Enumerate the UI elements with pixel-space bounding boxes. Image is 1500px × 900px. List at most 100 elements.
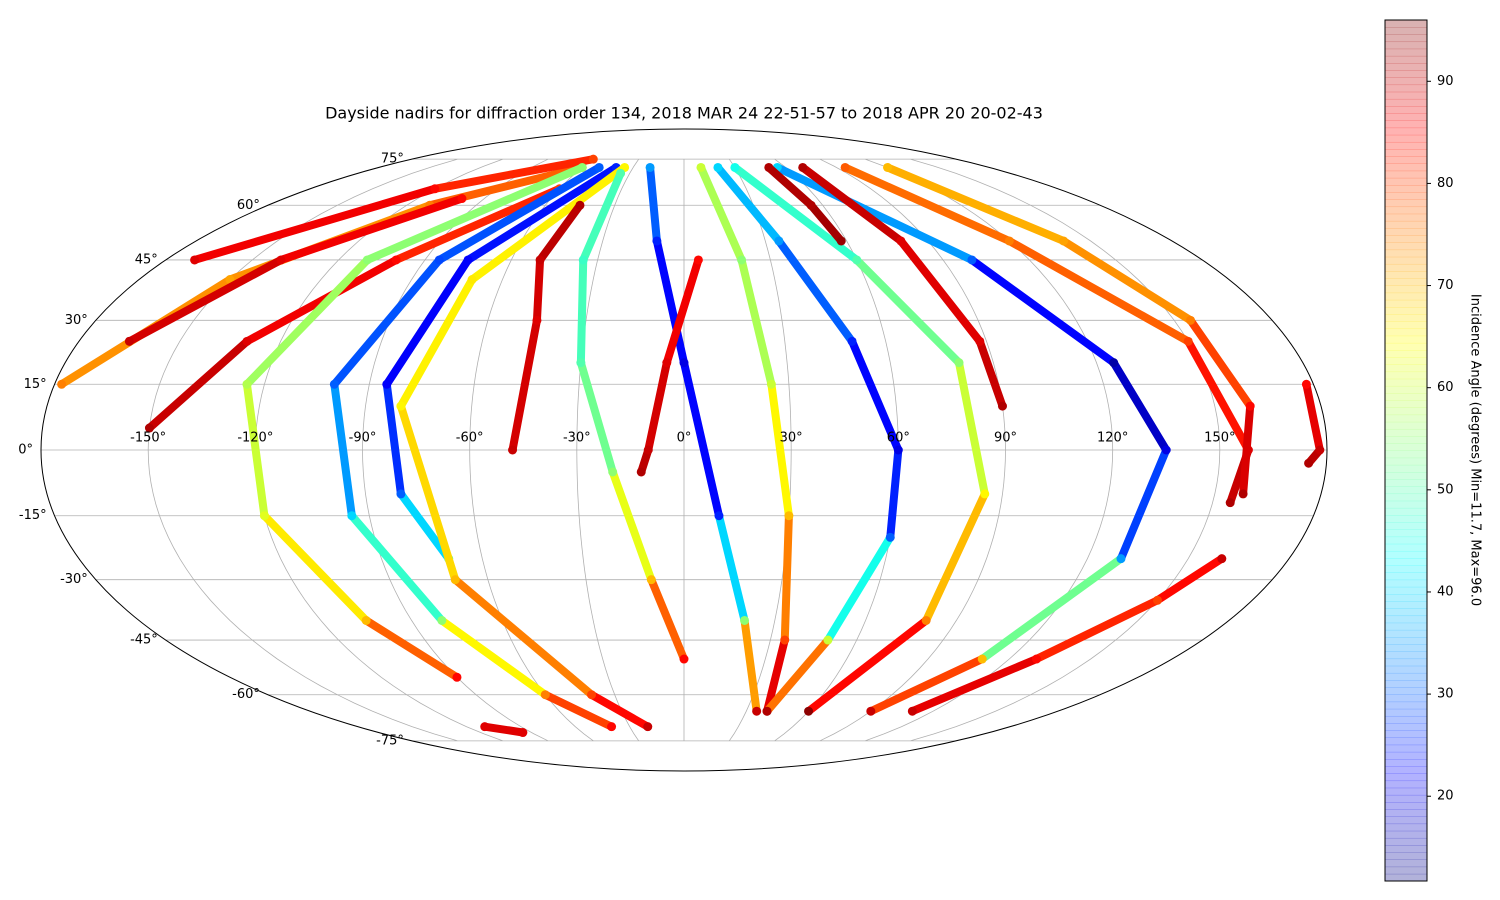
track-point xyxy=(450,575,460,585)
colorbar-swatch xyxy=(1385,780,1427,789)
track-segment xyxy=(714,511,749,625)
track-point xyxy=(823,635,833,645)
colorbar-swatch xyxy=(1385,730,1427,738)
colorbar-swatch xyxy=(1385,687,1427,695)
track-segment xyxy=(967,255,1118,367)
colorbar-tick-label: 50 xyxy=(1437,482,1454,497)
track-segment xyxy=(1186,316,1255,411)
track-segment xyxy=(866,655,987,716)
track-point xyxy=(594,162,604,172)
map-outline xyxy=(40,128,1328,772)
track-segment xyxy=(1153,554,1226,605)
colorbar-swatch xyxy=(1385,127,1427,136)
x-tick-label: 150° xyxy=(1204,431,1235,446)
track-segment xyxy=(362,616,461,682)
x-tick-label: -60° xyxy=(456,431,484,446)
track-point xyxy=(806,200,816,210)
y-tick-label: -75° xyxy=(376,733,404,748)
track-point xyxy=(975,336,985,346)
colorbar-swatch xyxy=(1385,759,1427,767)
track-point xyxy=(124,336,134,346)
colorbar-swatch xyxy=(1385,665,1427,674)
track-point xyxy=(977,654,987,664)
colorbar-swatch xyxy=(1385,873,1427,882)
track-point xyxy=(362,255,372,265)
track-point xyxy=(577,162,587,172)
track-segment xyxy=(396,402,460,584)
colorbar-swatch xyxy=(1385,766,1427,774)
track-segment xyxy=(125,255,285,346)
colorbar-swatch xyxy=(1385,594,1427,602)
colorbar-swatch xyxy=(1385,321,1427,330)
track-point xyxy=(780,635,790,645)
colorbar-swatch xyxy=(1385,579,1427,588)
colorbar-swatch xyxy=(1385,715,1427,724)
track-point xyxy=(883,162,893,172)
track-point xyxy=(679,654,689,664)
track-segment xyxy=(680,358,723,520)
track-point xyxy=(347,511,357,521)
track-point xyxy=(608,467,618,477)
track-point xyxy=(452,672,462,682)
colorbar-swatch xyxy=(1385,385,1427,394)
colorbar-swatch xyxy=(1385,34,1427,43)
colorbar-swatch xyxy=(1385,170,1427,179)
colorbar-swatch xyxy=(1385,357,1427,365)
colorbar-swatch xyxy=(1385,27,1427,35)
track-segment xyxy=(740,616,761,716)
colorbar-swatch xyxy=(1385,529,1427,538)
track-segment xyxy=(737,255,776,389)
track-segment xyxy=(435,163,604,264)
track-segment xyxy=(382,255,473,389)
track-segment xyxy=(392,184,564,264)
track-point xyxy=(1238,489,1248,499)
colorbar-swatch xyxy=(1385,572,1427,581)
colorbar-swatch xyxy=(1385,436,1427,444)
track-segment xyxy=(1184,337,1253,454)
colorbar-swatch xyxy=(1385,794,1427,803)
track-segment xyxy=(807,201,846,245)
colorbar-swatch xyxy=(1385,421,1427,430)
track-segment xyxy=(780,511,793,645)
track-segment xyxy=(464,163,621,264)
track-segment xyxy=(608,467,656,584)
colorbar-swatch xyxy=(1385,177,1427,186)
colorbar-swatch xyxy=(1385,859,1427,868)
track-point xyxy=(1161,445,1171,455)
colorbar-swatch xyxy=(1385,586,1427,595)
colorbar-swatch xyxy=(1385,457,1427,466)
x-tick-label: 120° xyxy=(1097,431,1128,446)
track-point xyxy=(679,358,689,368)
labels: -75° -60° -45° -30° -15° 0° 15° 30° 45° 60° 75° -15… xyxy=(18,152,1235,749)
track-segment xyxy=(382,380,405,498)
y-tick-label: -45° xyxy=(130,633,158,648)
colorbar-swatch xyxy=(1385,558,1427,566)
chart-title: Dayside nadirs for diffraction order 134… xyxy=(325,104,1043,123)
x-tick-label: 30° xyxy=(780,431,803,446)
colorbar-swatch xyxy=(1385,536,1427,545)
track-segment xyxy=(798,163,905,245)
colorbar-swatch xyxy=(1385,644,1427,652)
colorbar-swatch xyxy=(1385,651,1427,660)
track-segment xyxy=(276,194,466,264)
track-segment xyxy=(536,201,584,264)
colorbar-swatch xyxy=(1385,464,1427,473)
colorbar-swatch xyxy=(1385,263,1427,272)
track-segment xyxy=(437,616,550,699)
track-point xyxy=(766,379,776,389)
track-point xyxy=(696,162,706,172)
track-point xyxy=(1109,358,1119,368)
track-segment xyxy=(763,636,789,716)
track-point xyxy=(693,255,703,265)
colorbar-swatch xyxy=(1385,615,1427,624)
track-point xyxy=(463,255,473,265)
track-point xyxy=(1059,236,1069,246)
colorbar-tick-label: 20 xyxy=(1437,789,1454,804)
colorbar-swatch xyxy=(1385,271,1427,279)
colorbar-tick-label: 80 xyxy=(1437,176,1454,191)
track-point xyxy=(636,467,646,477)
y-tick-label: 0° xyxy=(18,443,33,458)
colorbar-tick-label: 90 xyxy=(1437,74,1454,89)
track-segment xyxy=(764,163,816,210)
track-point xyxy=(967,255,977,265)
